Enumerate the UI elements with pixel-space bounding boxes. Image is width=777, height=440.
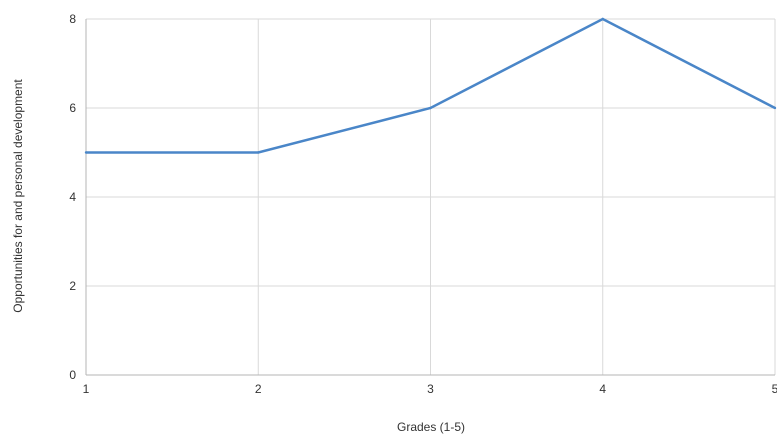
x-tick-label-1: 1 <box>83 382 90 396</box>
data-point-x2 <box>257 151 260 154</box>
x-tick-label-2: 2 <box>255 382 262 396</box>
y-tick-label-4: 4 <box>69 190 76 204</box>
y-tick-label-0: 0 <box>69 368 76 382</box>
x-tick-label-4: 4 <box>599 382 606 396</box>
data-point-x3 <box>429 106 432 110</box>
y-tick-label-2: 2 <box>69 279 76 293</box>
series-group <box>84 17 777 154</box>
y-axis-title: Opportunities for and personal developme… <box>11 79 25 313</box>
y-tick-label-6: 6 <box>69 101 76 115</box>
grid <box>86 18 776 375</box>
x-tick-label-5: 5 <box>772 382 777 396</box>
x-axis-title: Grades (1-5) <box>397 420 465 434</box>
x-axis-ticks: 1 2 3 4 5 <box>83 382 777 396</box>
y-tick-label-8: 8 <box>69 12 76 26</box>
data-point-x5 <box>773 106 777 110</box>
data-point-x4 <box>601 17 604 21</box>
y-axis-ticks: 0 2 4 6 8 <box>69 12 76 382</box>
x-tick-label-3: 3 <box>427 382 434 396</box>
data-point-x1 <box>84 151 88 154</box>
axes <box>85 19 775 376</box>
